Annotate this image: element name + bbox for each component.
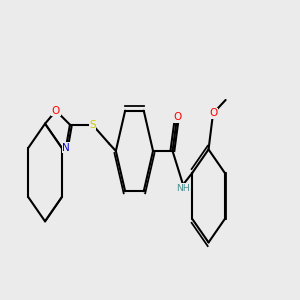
Text: O: O (52, 106, 60, 116)
Text: NH: NH (176, 184, 190, 193)
Text: N: N (62, 143, 70, 153)
Text: O: O (209, 108, 217, 118)
Text: S: S (89, 120, 96, 130)
Text: O: O (173, 112, 181, 122)
